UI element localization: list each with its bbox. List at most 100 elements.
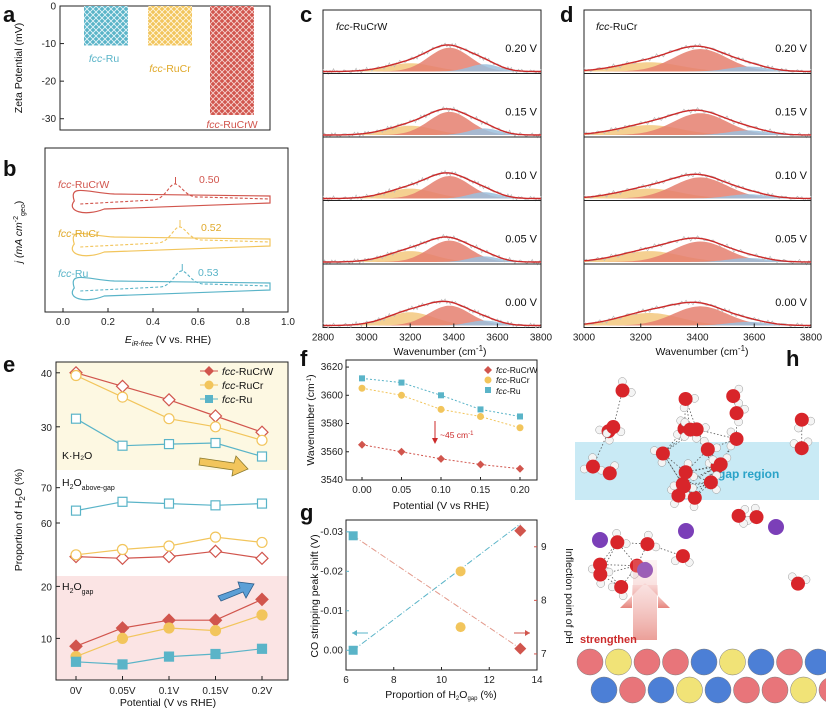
h-oxygen-atom [700,442,715,457]
h-oxygen-atom [585,459,600,474]
e-marker-diamond [255,592,269,607]
e-marker-circle [256,434,268,446]
spectra-rucrw: 0.20 V 0.15 V 0.10 V 0.05 V 0.00 V 2800 3000 32… [312,9,553,358]
f-xlabel: Potential (V vs RHE) [393,500,489,512]
e-marker-diamond [208,544,223,559]
g-ytick-right-label: 8 [541,595,547,606]
f-xtick-label: 0.00 [352,485,372,496]
e-ytick-label: 40 [41,369,53,380]
d-fit-envelope [583,237,811,263]
g-ylabel-right: Inflection point of pH [563,548,575,644]
h-oxygen-atom [614,579,629,594]
c-xlabel: Wavenumber (cm-1) [393,344,486,358]
d-potential-label: 0.20 V [775,43,807,55]
d-component-area [584,188,811,199]
e-xtick-label: 0.2V [252,686,273,697]
f-ytick-label: 3580 [321,419,344,430]
wavenumber-vs-potential-chart: 3540 3560 3580 3600 3620 0.00 0.05 0.10 0.15 0.20… [305,359,538,512]
e-legend-rucr: fcc-RuCr [222,380,264,392]
b-label-ru: fcc-Ru [58,268,89,280]
f-point [438,392,444,399]
h-oxygen-atom [790,576,805,591]
b-cv-solid [71,232,271,257]
a-bar-ru [84,6,128,46]
f-point [397,447,406,456]
c-row-frame [322,263,542,328]
g-xlabel: Proportion of H2Ogap (%) [385,689,496,702]
g-xtick-label: 14 [531,675,543,686]
a-ytick-label: 0 [50,2,56,13]
h-oxygen-atom [794,412,809,427]
e-marker-diamond [255,551,269,566]
h-cation [592,532,608,548]
b-peak-rucrw: 0.50 [199,174,220,186]
f-legend-marker-ru [485,387,491,393]
h-gap-label: gap region [718,467,779,481]
f-ytick-label: 3540 [321,475,344,486]
e-ytick-label: 20 [41,582,53,593]
h-surface-atom [590,676,618,704]
f-xtick-label: 0.15 [471,485,491,496]
c-potential-label: 0.20 V [505,43,537,55]
h-oxygen-atom [683,422,698,437]
c-potential-label: 0.05 V [505,234,537,246]
h-surface-atom [776,648,803,676]
c-fit-envelope [323,44,541,73]
f-point [516,464,524,473]
e-marker-square [210,500,221,511]
d-component-area [584,125,811,135]
e-marker-circle [256,536,268,549]
d-potential-label: 0.15 V [775,107,807,119]
h-oxygen-atom [640,537,655,552]
h-oxygen-atom [675,549,690,564]
g-point [455,566,466,577]
h-oxygen-atom [671,488,686,503]
e-marker-circle [209,624,222,637]
f-point [437,405,445,413]
h-oxygen-atom [678,391,693,406]
c-xtick-label: 2800 [312,333,335,344]
h-cation [768,519,784,535]
h-surface-atom [576,648,604,676]
e-ytick-label: 70 [41,484,53,495]
g-xtick-label: 12 [484,675,496,686]
c-potential-label: 0.15 V [505,107,537,119]
e-marker-square [210,437,221,449]
g-trend-blue [352,523,521,651]
g-ytick-right-label: 7 [541,649,547,660]
spectra-rucr: 0.20 V 0.15 V 0.10 V 0.05 V 0.00 V 3000 3200 34… [573,9,823,358]
a-bar-rucrw [210,6,254,115]
c-title: fcc-RuCrW [336,21,387,33]
h-oxygen-atom [794,441,809,456]
c-component-area [323,128,541,135]
e-marker-circle [70,369,82,382]
h-oxygen-atom [593,557,608,572]
f-legend-marker-rucrw [484,366,492,374]
a-ytick-label: -30 [42,114,57,125]
panel-letter-a: a [3,2,16,27]
c-component-area [323,192,541,199]
h-oxygen-atom [687,490,702,505]
c-component-area [323,64,541,72]
h-surface-atom [704,676,732,704]
panel-letter-e: e [3,352,15,377]
cv-chart: 0.0 0.2 0.4 0.6 0.8 1.0 j (mA cm-2geo) EiR-fr… [13,147,295,348]
h-surface-atom [818,678,826,702]
f-legend-ru: fcc-Ru [496,386,521,396]
g-point [455,622,466,633]
h-oxygen-atom [615,383,630,398]
g-point [348,645,358,655]
c-fit-envelope [323,108,541,136]
d-component-area [584,251,811,262]
b-xtick-label: 0.0 [56,317,70,328]
b-xtick-label: 0.4 [146,317,160,328]
e-xlabel: Potential (V vs RHE) [120,697,216,709]
a-ylabel: Zeta Potential (mV) [13,23,25,113]
h-oxygen-atom [602,466,617,481]
h-oxygen-atom [593,567,608,582]
h-surface-atom [747,648,775,676]
f-xtick-label: 0.20 [510,485,530,496]
h-surface-atom [719,648,746,676]
c-xtick-label: 3000 [355,333,378,344]
e-marker-square [117,496,128,507]
